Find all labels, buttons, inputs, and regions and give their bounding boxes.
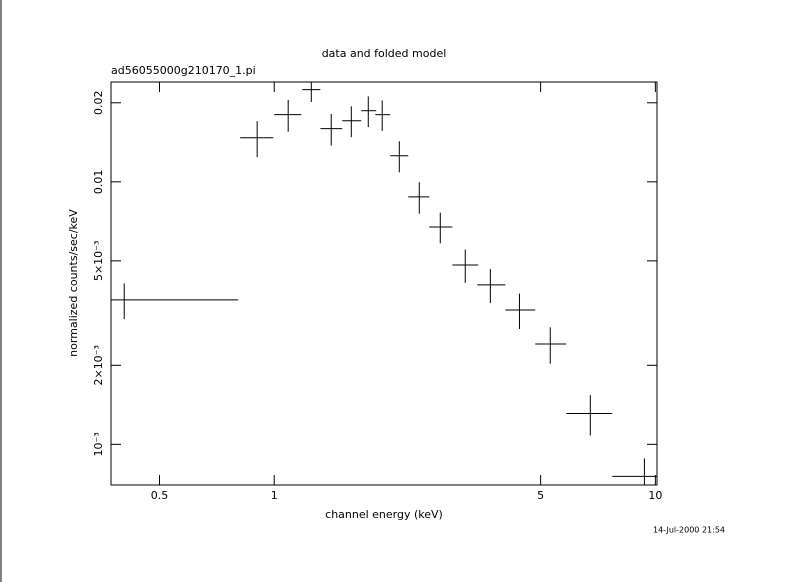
y-tick-label: 0.02 [92, 91, 105, 116]
y-tick-label: 2×10⁻³ [92, 345, 105, 385]
chart-subtitle: ad56055000g210170_1.pi [111, 64, 256, 77]
x-tick-label: 5 [537, 489, 544, 502]
timestamp: 14-Jul-2000 21:54 [653, 526, 725, 535]
data-layer [111, 82, 657, 485]
x-tick-label: 0.5 [151, 489, 169, 502]
chart-title: data and folded model [322, 47, 447, 60]
x-tick-label: 1 [271, 489, 278, 502]
y-tick-label: 0.01 [92, 170, 105, 195]
x-axis-label: channel energy (keV) [325, 508, 443, 521]
x-tick-label: 10 [648, 489, 662, 502]
y-axis-label: normalized counts/sec/keV [67, 209, 80, 357]
plot-frame [110, 81, 658, 486]
y-tick-label: 5×10⁻³ [92, 241, 105, 281]
y-tick-label: 10⁻³ [92, 432, 105, 456]
